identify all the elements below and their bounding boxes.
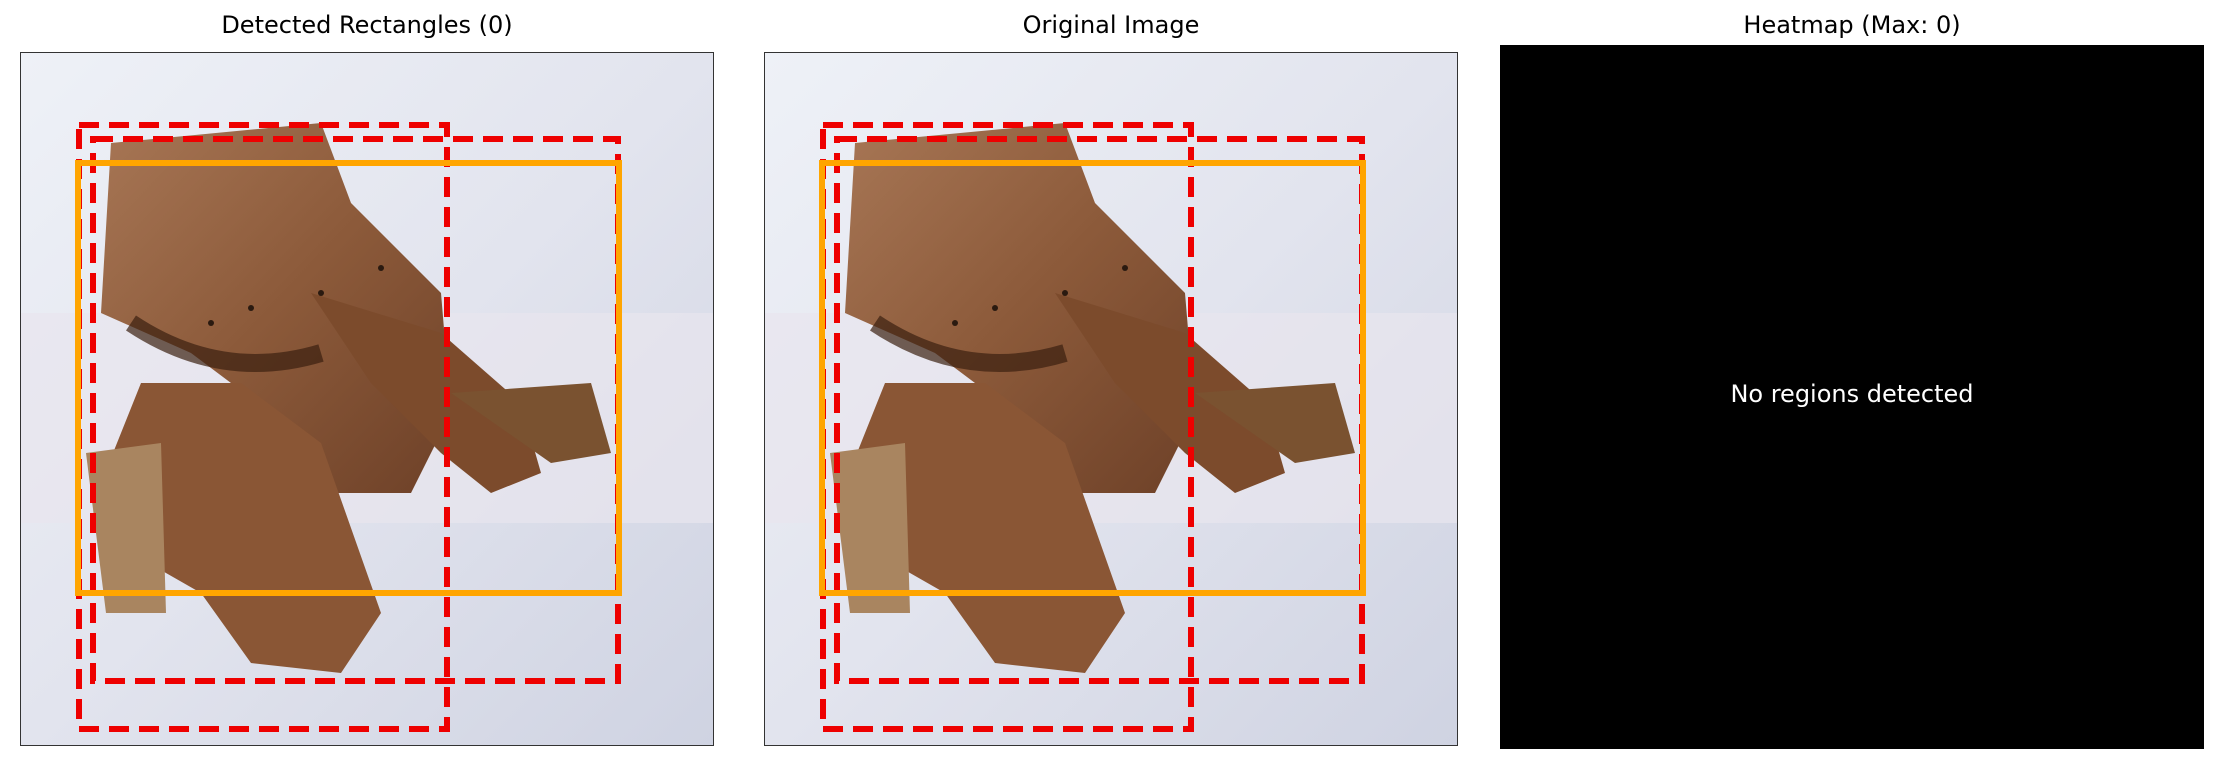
boots-illustration: [86, 123, 611, 673]
detected-image-panel: [20, 52, 714, 746]
boots-illustration: [830, 123, 1355, 673]
original-image: [765, 53, 1457, 745]
panel-title-heatmap: Heatmap (Max: 0): [1743, 11, 1961, 39]
heatmap-panel: No regions detected: [1500, 45, 2204, 749]
original-image-panel: [764, 52, 1458, 746]
panel-title-detected: Detected Rectangles (0): [221, 11, 513, 39]
detection-boxes: [75, 122, 622, 732]
panel-title-original: Original Image: [1022, 11, 1200, 39]
detection-boxes: [819, 122, 1366, 732]
heatmap-message: No regions detected: [1730, 380, 1974, 408]
detected-image: [21, 53, 713, 745]
